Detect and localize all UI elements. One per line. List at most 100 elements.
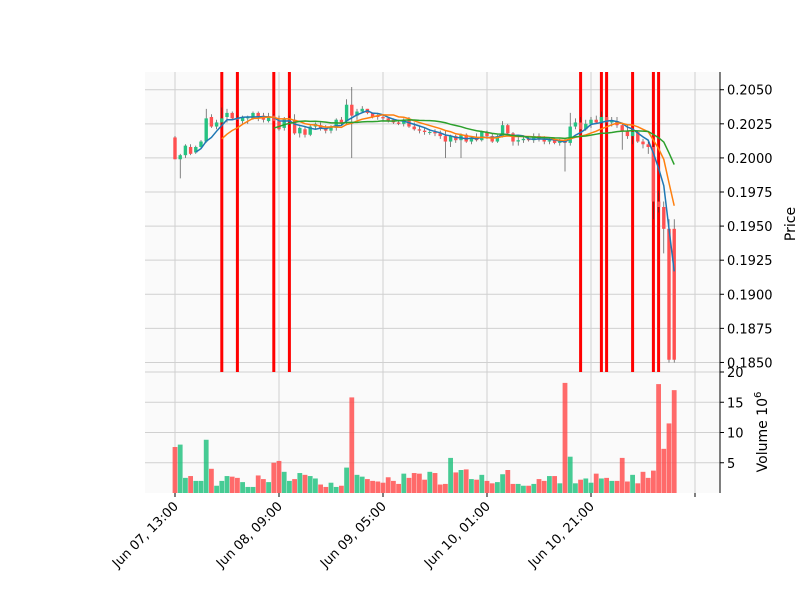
volume-bar [297, 473, 303, 493]
candle-body [251, 112, 255, 119]
volume-bar [443, 483, 448, 493]
volume-bar [349, 397, 355, 493]
candle-body [178, 155, 182, 160]
candle-body [256, 112, 260, 117]
volume-bar [427, 471, 433, 493]
candle-body [428, 132, 432, 133]
candle-body [225, 112, 229, 117]
volume-bar [645, 477, 651, 493]
volume-bar [281, 471, 287, 493]
candle-body [381, 117, 385, 119]
candle-body [433, 132, 437, 134]
volume-tick-label: 5 [727, 457, 735, 472]
volume-axis-label-text: Volume 10 [755, 398, 771, 472]
volume-bar [614, 480, 620, 493]
candle-body [396, 122, 401, 124]
candle-body [532, 136, 536, 141]
price-axis-label: Price [783, 207, 799, 241]
candle-body [240, 117, 245, 122]
volume-bar [578, 479, 583, 493]
volume-bar [562, 382, 568, 493]
candle-body [194, 147, 198, 153]
volume-bar [484, 480, 490, 493]
volume-bar [292, 479, 297, 493]
candle-body [370, 112, 375, 117]
x-tick-label: Jun 08, 09:00 [213, 499, 286, 572]
volume-bar [229, 476, 235, 493]
volume-bar [183, 477, 188, 493]
price-tick-label: 0.1950 [727, 220, 773, 235]
volume-bar [552, 476, 557, 493]
candle-body [630, 132, 635, 137]
volume-bar [463, 469, 469, 493]
volume-bar [661, 448, 667, 493]
moving-average-line [195, 109, 675, 272]
volume-tick-label: 10 [727, 427, 744, 442]
volume-bar [531, 483, 537, 493]
volume-bar [609, 480, 615, 493]
volume-bar [500, 474, 505, 493]
volume-bar [203, 439, 209, 493]
candle-body [558, 141, 562, 143]
candle-body [578, 122, 583, 130]
candle-body [625, 130, 630, 137]
volume-bar [422, 479, 427, 493]
volume-axis-label: Volume 106 [753, 392, 771, 473]
grid-lines [145, 72, 720, 493]
volume-bar [417, 473, 422, 493]
volume-bar [198, 480, 204, 493]
candle-body [355, 111, 359, 116]
candle-body [485, 132, 489, 137]
price-tick-label: 0.1975 [727, 186, 773, 201]
candle-body [594, 119, 598, 123]
candle-body [438, 133, 442, 137]
volume-bar [671, 390, 677, 493]
candle-body [308, 126, 312, 135]
candle-body [573, 122, 578, 127]
price-tick-label: 0.2000 [727, 152, 773, 167]
volume-bar [489, 483, 495, 493]
candle-body [620, 125, 624, 131]
price-panel-background [145, 72, 720, 372]
volume-bar [313, 478, 318, 493]
volume-bar [255, 475, 261, 493]
candle-body [599, 117, 604, 123]
volume-bar [172, 447, 178, 493]
candle-body [542, 138, 546, 142]
moving-average-line [221, 114, 675, 206]
volume-bars [172, 382, 677, 493]
candle-body [360, 108, 364, 112]
volume-bar [656, 384, 661, 493]
candle-body [641, 141, 645, 145]
volume-bar [651, 470, 656, 493]
volume-bar [266, 482, 271, 493]
candle-body [500, 125, 505, 137]
volume-bar [385, 477, 391, 493]
candle-body [188, 147, 193, 154]
volume-bar [302, 474, 308, 493]
candle-body [298, 127, 302, 134]
volume-bar [469, 479, 474, 493]
volume-bar [526, 485, 531, 493]
volume-bar [370, 480, 375, 493]
volume-bar [219, 480, 225, 493]
volume-bar [583, 478, 589, 493]
candle-body [480, 132, 484, 141]
volume-bar [245, 486, 251, 493]
candle-body [521, 138, 526, 141]
candle-body [344, 104, 349, 122]
volume-bar [510, 483, 516, 493]
x-tick-label: Jun 10, 21:00 [525, 499, 598, 572]
volume-bar [557, 483, 563, 493]
volume-bar [474, 479, 479, 493]
volume-bar [287, 480, 292, 493]
volume-bar [619, 457, 625, 493]
price-tick-label: 0.1925 [727, 254, 773, 269]
volume-bar [515, 483, 521, 493]
candle-body [204, 118, 208, 142]
candle-body [552, 140, 557, 143]
volume-bar [635, 483, 641, 493]
volume-bar [214, 485, 219, 493]
candle-body [173, 137, 177, 160]
volume-bar [401, 473, 407, 493]
